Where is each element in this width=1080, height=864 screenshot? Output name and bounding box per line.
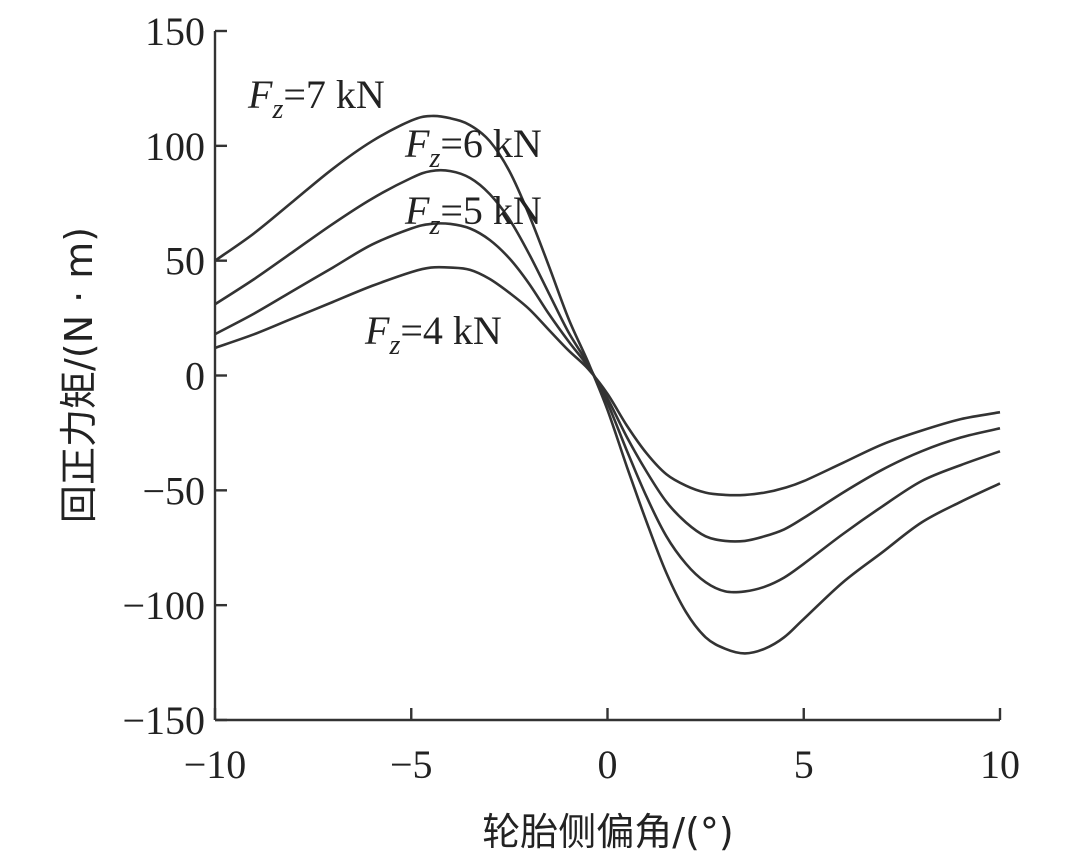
x-tick-label: 0: [598, 742, 618, 787]
series-label-3: Fz=5 kN: [404, 188, 542, 241]
y-tick-label: −50: [142, 468, 205, 513]
y-tick-label: −100: [122, 583, 205, 628]
series-line-3: [214, 222, 1001, 543]
series-line-4: [214, 265, 1001, 497]
y-tick-label: 50: [165, 239, 205, 284]
y-tick-label: 100: [145, 124, 205, 169]
x-tick-label: 10: [980, 742, 1020, 787]
series-labels: Fz=7 kN Fz=6 kN Fz=5 kN Fz=4 kN: [247, 72, 542, 361]
series-label-4: Fz=4 kN: [364, 308, 502, 361]
x-tick-label: −5: [390, 742, 433, 787]
series-curves: [214, 114, 1001, 655]
y-tick-label: 0: [185, 354, 205, 399]
series-line-1: [214, 114, 1001, 655]
x-tick-label: 5: [794, 742, 814, 787]
x-tick-label: −10: [184, 742, 247, 787]
x-axis-title: 轮胎侧偏角/(°): [482, 810, 733, 854]
y-axis-title: 回正力矩/(N · m): [57, 227, 101, 523]
series-label-2: Fz=6 kN: [404, 121, 542, 174]
series-line-2: [214, 168, 1001, 594]
series-label-1: Fz=7 kN: [247, 72, 385, 125]
y-tick-label: 150: [145, 9, 205, 54]
y-tick-label: −150: [122, 698, 205, 743]
